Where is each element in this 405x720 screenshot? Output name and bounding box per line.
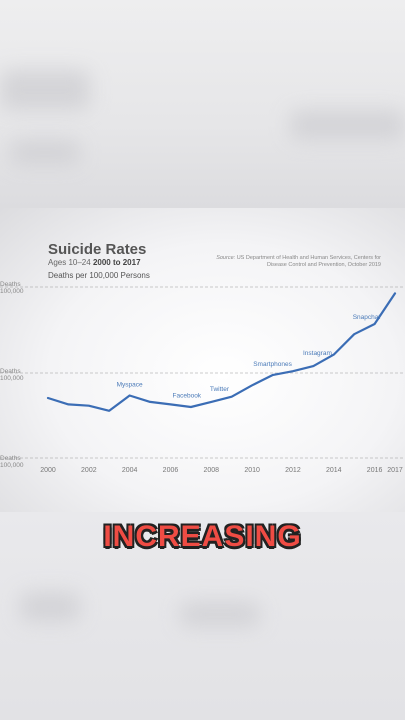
chart-title: Suicide Rates xyxy=(48,241,147,258)
y-tick-label-top: Deaths 100,000 xyxy=(0,281,24,295)
blurred-shape xyxy=(0,70,90,110)
subtitle-range: 2000 to 2017 xyxy=(92,258,141,267)
series-line xyxy=(46,292,397,412)
chart-panel xyxy=(0,208,405,512)
blurred-shape xyxy=(290,110,405,140)
chart-source: Source: US Department of Health and Huma… xyxy=(211,255,381,269)
x-tick-label: 2012 xyxy=(285,467,301,474)
chart-unit-label: Deaths per 100,000 Persons xyxy=(48,271,150,280)
x-tick-label: 2014 xyxy=(326,467,342,474)
x-tick-label: 2016 xyxy=(367,467,383,474)
subtitle-prefix: Ages 10–24 xyxy=(48,258,91,267)
overlay-caption: INCREASING xyxy=(103,520,302,553)
annotation-label: Smartphones xyxy=(253,361,292,368)
x-tick-label: 2004 xyxy=(122,467,138,474)
annotation-label: Myspace xyxy=(117,381,143,388)
annotation-label: Snapchat xyxy=(353,314,381,321)
blurred-background-top xyxy=(0,0,405,208)
annotation-label: Facebook xyxy=(173,392,202,399)
blurred-shape xyxy=(10,140,80,165)
x-tick-label: 2010 xyxy=(244,467,260,474)
annotation-label: Twitter xyxy=(210,386,230,393)
y-tick-label-middle: Deaths 100,000 xyxy=(0,368,24,382)
blurred-shape xyxy=(20,592,80,622)
blurred-background-bottom xyxy=(0,512,405,720)
x-tick-label: 2017 xyxy=(387,467,403,474)
blurred-shape xyxy=(180,602,260,627)
x-tick-label: 2002 xyxy=(81,467,97,474)
x-tick-label: 2000 xyxy=(40,467,56,474)
x-tick-label: 2008 xyxy=(204,467,220,474)
x-tick-label: 2006 xyxy=(163,467,179,474)
source-prefix: Source: xyxy=(216,255,236,261)
chart-subtitle: Ages 10–24 2000 to 2017 xyxy=(48,258,141,267)
annotation-label: Instagram xyxy=(303,350,332,357)
y-tick-label-bottom: Deaths 100,000 xyxy=(0,455,24,469)
line-chart: 2000 2002 2004 2006 2008 2010 2012 2014 2016 2017… xyxy=(0,286,405,474)
source-text: US Department of Health and Human Servic… xyxy=(236,255,381,268)
